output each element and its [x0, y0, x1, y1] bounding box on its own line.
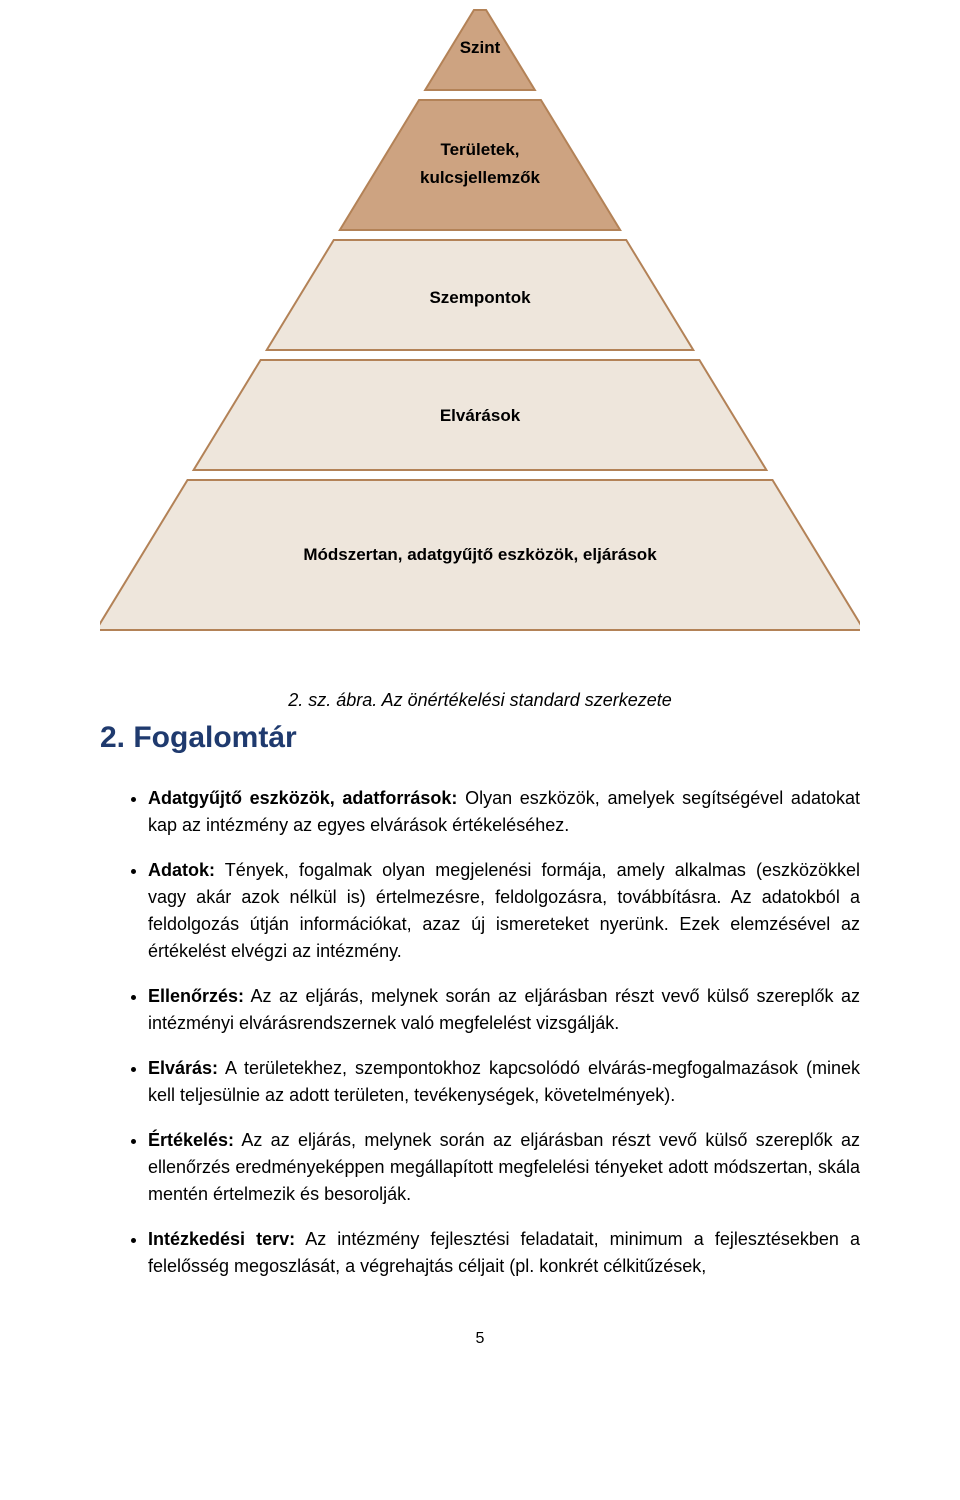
- pyramid-label: Módszertan, adatgyűjtő eszközök, eljárás…: [100, 545, 860, 565]
- pyramid-diagram: Szint Területek, kulcsjellemzők Szempontok E…: [100, 0, 860, 640]
- pyramid-label: Szempontok: [100, 288, 860, 308]
- definition-body: A területekhez, szempontokhoz kapcsolódó…: [148, 1058, 860, 1105]
- definition-item: Adatok: Tények, fogalmak olyan megjelené…: [148, 857, 860, 965]
- definition-body: Tények, fogalmak olyan megjelenési formá…: [148, 860, 860, 961]
- definition-item: Ellenőrzés: Az az eljárás, melynek során…: [148, 983, 860, 1037]
- definition-term: Elvárás:: [148, 1058, 218, 1078]
- definition-item: Intézkedési terv: Az intézmény fejleszté…: [148, 1226, 860, 1280]
- pyramid-label: kulcsjellemzők: [100, 168, 860, 188]
- definition-term: Értékelés:: [148, 1130, 234, 1150]
- definition-item: Értékelés: Az az eljárás, melynek során …: [148, 1127, 860, 1208]
- definition-item: Adatgyűjtő eszközök, adatforrások: Olyan…: [148, 785, 860, 839]
- pyramid-svg: [100, 0, 860, 640]
- section-heading: 2. Fogalomtár: [100, 721, 860, 755]
- figure-caption: 2. sz. ábra. Az önértékelési standard sz…: [100, 690, 860, 711]
- definitions-list: Adatgyűjtő eszközök, adatforrások: Olyan…: [100, 785, 860, 1280]
- pyramid-label: Elvárások: [100, 406, 860, 426]
- pyramid-label: Szint: [100, 38, 860, 58]
- definition-term: Ellenőrzés:: [148, 986, 244, 1006]
- definition-term: Adatgyűjtő eszközök, adatforrások:: [148, 788, 457, 808]
- pyramid-level: [340, 100, 620, 230]
- page-number: 5: [100, 1330, 860, 1348]
- definition-body: Az az eljárás, melynek során az eljárásb…: [148, 986, 860, 1033]
- definition-term: Intézkedési terv:: [148, 1229, 295, 1249]
- definition-item: Elvárás: A területekhez, szempontokhoz k…: [148, 1055, 860, 1109]
- pyramid-label: Területek,: [100, 140, 860, 160]
- definition-body: Az az eljárás, melynek során az eljárásb…: [148, 1130, 860, 1204]
- definition-term: Adatok:: [148, 860, 215, 880]
